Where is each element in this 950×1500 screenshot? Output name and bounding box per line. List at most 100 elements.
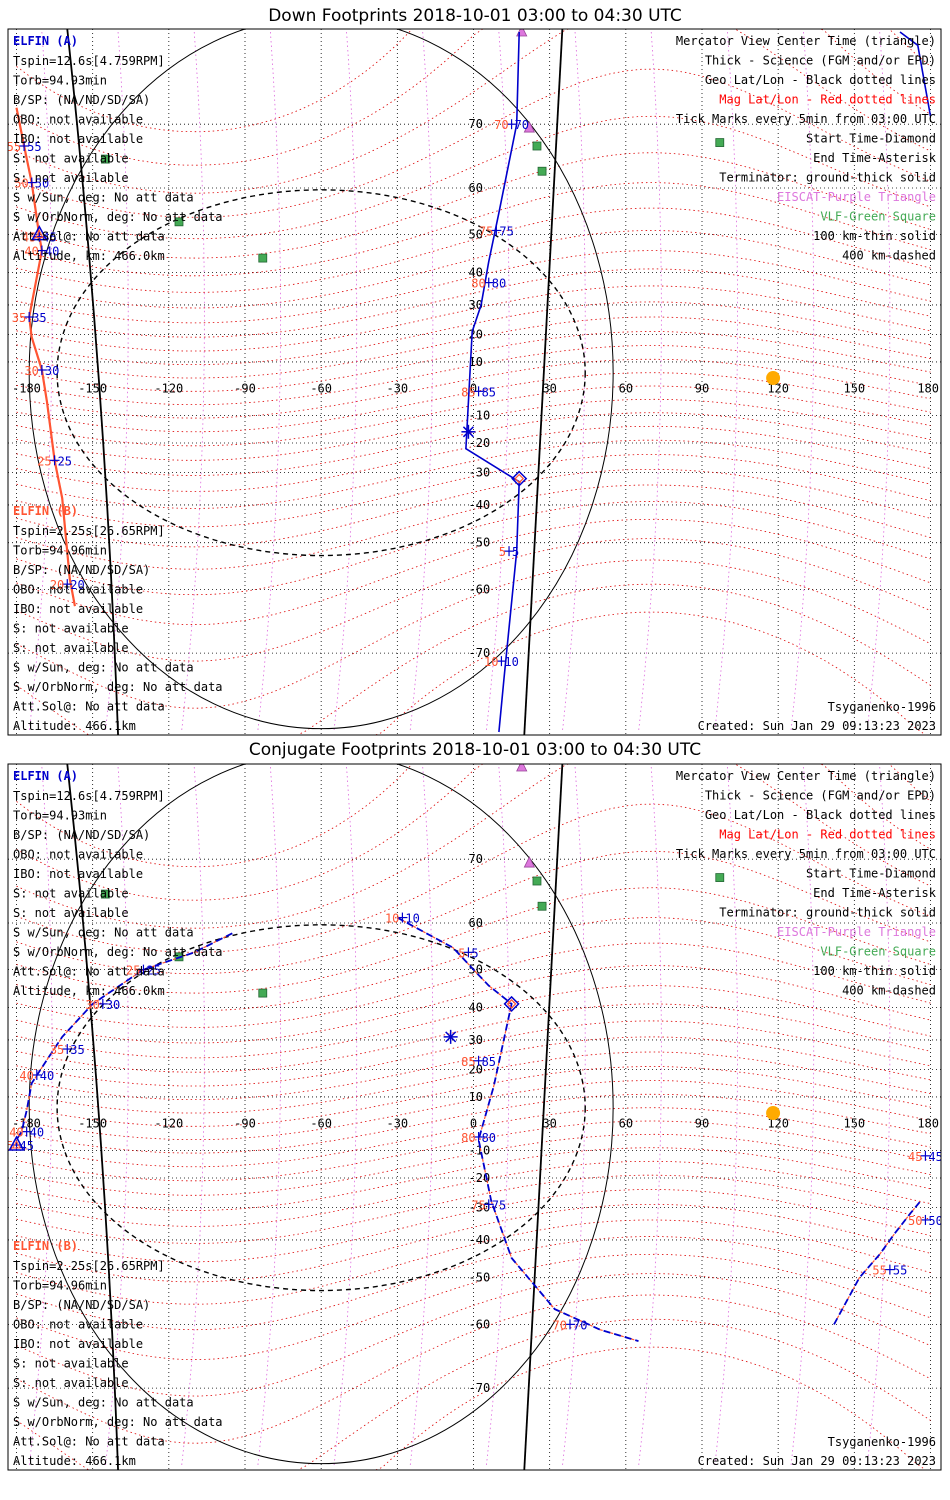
mag-meridian <box>409 31 434 733</box>
elfin-a-info-line: Att.Sol@: No att data <box>13 230 165 244</box>
time-tick-label-blue: 50 <box>35 177 49 191</box>
mag-lat-line <box>16 1133 931 1196</box>
time-tick-label-blue: 35 <box>32 311 46 325</box>
vlf-station-marker <box>715 138 725 147</box>
elfin-a-info-line: OBO: not available <box>13 848 143 862</box>
eiscat-station-marker <box>516 29 528 37</box>
time-tick-label-red: 40 <box>9 1126 23 1140</box>
lat-tick-label: -60 <box>469 1317 491 1331</box>
mag-lat-line <box>374 611 927 735</box>
elfin-a-info-line: B/SP: (NA/ND/SD/SA) <box>13 828 150 842</box>
mag-lat-line <box>16 1051 931 1114</box>
elfin-b-info-line: Altitude: 466.1km <box>13 1454 136 1468</box>
mag-lat-line <box>16 985 931 1059</box>
legend-line: VLF-Green Square <box>820 210 936 224</box>
lon-tick-label: 120 <box>767 1117 789 1131</box>
lat-tick-label: -50 <box>469 536 491 550</box>
time-tick-label-red: 10 <box>484 655 498 669</box>
map-panel-1: -180 -150 -120 -90 -60 -30 0 30 60 90 120 150 180 -70… <box>7 28 942 736</box>
time-tick-label-blue: 75 <box>492 1198 506 1212</box>
legend-line: Geo Lat/Lon - Black dotted lines <box>705 808 936 822</box>
mag-lat-line <box>16 412 931 476</box>
mag-meridian <box>333 31 358 733</box>
vlf-station-marker <box>258 253 268 263</box>
elfin-a-info-line: Torb=94.93min <box>13 74 107 88</box>
mag-lat-line <box>16 29 931 194</box>
lat-tick-label: 60 <box>469 916 483 930</box>
time-tick-label-blue: 10 <box>405 912 419 926</box>
terminator-ground-west <box>66 29 119 735</box>
center-time-triangle <box>31 225 48 241</box>
lon-tick-label: 60 <box>619 382 633 396</box>
time-tick-label-red: 70 <box>553 1318 567 1332</box>
mag-lat-line <box>16 484 931 570</box>
time-tick-label-red: 30 <box>85 998 99 1012</box>
time-tick-label-blue: 35 <box>70 1043 84 1057</box>
time-tick-label-blue: 40 <box>45 245 59 259</box>
center-time-triangle-inner <box>35 229 44 239</box>
elfin-a-info-line: Att.Sol@: No att data <box>13 965 165 979</box>
mag-meridian <box>181 31 205 733</box>
mag-lat-line <box>16 68 931 218</box>
time-tick-label-blue: 30 <box>106 998 120 1012</box>
vlf-station-marker <box>537 166 547 176</box>
time-tick-label-red: 85 <box>461 1055 475 1069</box>
center-time-triangle-inner <box>12 1139 21 1149</box>
elfin-b-header: ELFIN (B) <box>13 504 78 518</box>
legend-line: 400 km-dashed <box>842 249 936 263</box>
elfin-a-info-line: S w/OrbNorm, deg: No att data <box>13 210 223 224</box>
mag-lat-line <box>16 803 931 953</box>
time-tick-label-red: 20 <box>50 578 64 592</box>
mag-lat-line <box>16 425 931 492</box>
time-tick-label-red: 85 <box>461 385 475 399</box>
time-tick-label-blue: 45 <box>42 231 56 245</box>
lat-tick-label: 10 <box>469 355 483 369</box>
time-tick-label-red: 5 <box>458 946 465 960</box>
vlf-station-marker <box>100 154 110 164</box>
elfin-a-info-line: S: not available <box>13 171 129 185</box>
footprint-track <box>833 1200 921 1325</box>
lon-tick-label: 180 <box>917 1117 939 1131</box>
mag-lat-line <box>16 965 931 1044</box>
elfin-b-info-line: S w/OrbNorm, deg: No att data <box>13 680 223 694</box>
vlf-station-marker <box>100 889 110 899</box>
elfin-b-info-line: OBO: not available <box>13 1318 143 1332</box>
time-tick-label-blue: 40 <box>30 1126 44 1140</box>
lat-tick-label: 10 <box>469 1090 483 1104</box>
mag-lat-line <box>16 1147 931 1211</box>
panel-1-title: Down Footprints 2018-10-01 03:00 to 04:3… <box>268 6 682 26</box>
end-time-asterisk <box>462 426 474 438</box>
time-tick-label-red: 30 <box>24 364 38 378</box>
mag-lat-line <box>16 230 931 309</box>
mag-lat-line <box>16 1174 931 1244</box>
mag-lat-line <box>16 1093 931 1154</box>
created-timestamp: Created: Sun Jan 29 09:13:23 2023 <box>698 719 936 733</box>
mag-lat-line <box>16 764 931 868</box>
time-tick-label-red: 10 <box>385 912 399 926</box>
elfin-b-info-line: Torb=94.96min <box>13 1279 107 1293</box>
footprint-track-overlay <box>15 932 233 1141</box>
panel-2-title: Conjugate Footprints 2018-10-01 03:00 to… <box>248 740 702 760</box>
elfin-a-header: ELFIN (A) <box>13 34 78 48</box>
vlf-station-marker <box>537 901 547 911</box>
start-time-diamond <box>511 470 528 487</box>
lon-tick-label: -150 <box>78 382 107 396</box>
lon-tick-label: -60 <box>310 1117 332 1131</box>
lat-tick-label: -70 <box>469 1381 491 1395</box>
map-area: -180 -150 -120 -90 -60 -30 0 30 60 90 120 150 180 -70… <box>7 29 941 735</box>
mag-lat-line <box>16 1003 931 1073</box>
mag-lat-line <box>16 887 931 994</box>
mag-lat-line <box>16 1160 931 1227</box>
time-tick-label-red: 55 <box>7 140 21 154</box>
time-tick-label-blue: 30 <box>45 364 59 378</box>
mag-meridian <box>257 31 281 733</box>
lon-tick-label: 150 <box>843 1117 865 1131</box>
mag-meridian <box>714 31 738 733</box>
mag-lat-line <box>16 583 931 735</box>
lat-tick-label: -50 <box>469 1271 491 1285</box>
legend-line: Terminator: ground-thick solid <box>719 906 936 920</box>
terminator-100km <box>28 29 614 730</box>
time-tick-label-red: 25 <box>126 964 140 978</box>
time-tick-label-blue: 55 <box>893 1264 907 1278</box>
footprint-track <box>899 31 932 117</box>
